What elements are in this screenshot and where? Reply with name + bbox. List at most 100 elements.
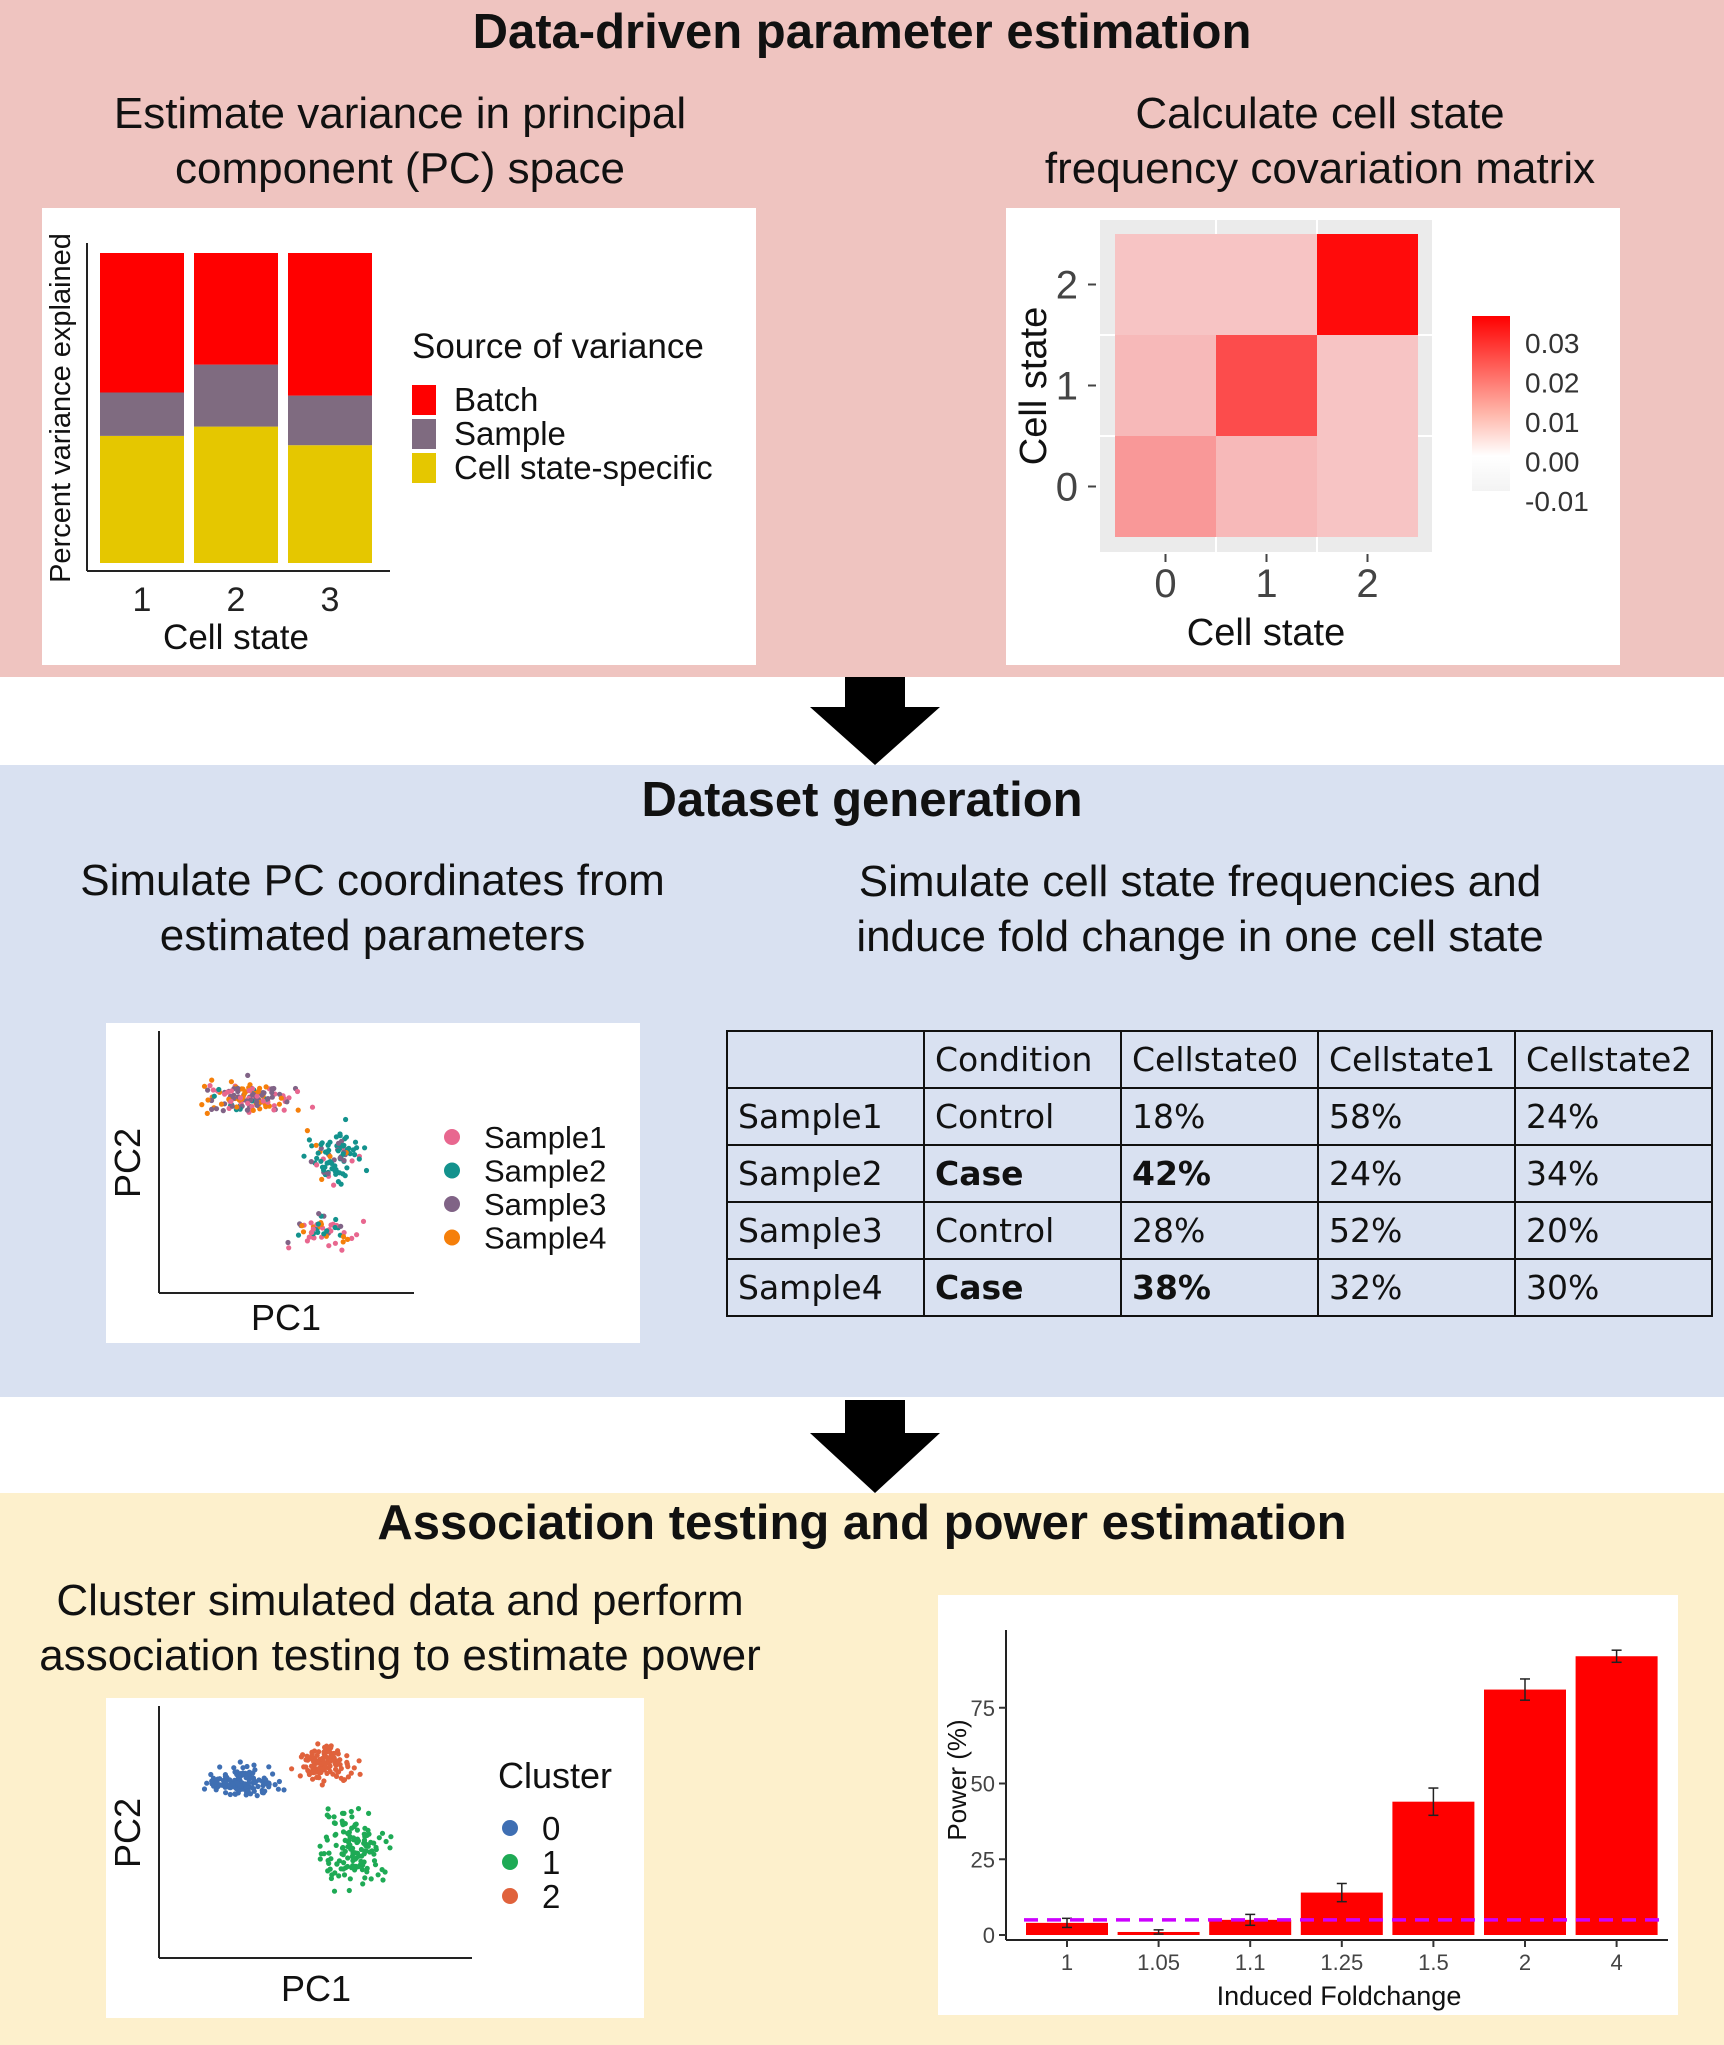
scatter-point: [354, 1827, 360, 1833]
scatter-point: [240, 1765, 246, 1771]
legend-marker: [444, 1162, 460, 1179]
scatter-point: [371, 1851, 377, 1857]
left-subtitle: Estimate variance in principal component…: [40, 86, 760, 196]
scatter-point: [245, 1788, 251, 1794]
power-bar: [1575, 1656, 1658, 1935]
x-axis-label: Induced Foldchange: [1217, 1981, 1462, 2011]
scatter-point: [333, 1842, 339, 1848]
scatter-point: [255, 1089, 261, 1095]
scatter-point: [326, 1850, 332, 1856]
scatter-point: [209, 1778, 215, 1784]
scatter-point: [260, 1790, 267, 1796]
table-header-row: Condition Cellstate0 Cellstate1 Cellstat…: [726, 1030, 1713, 1089]
scatter-point: [234, 1104, 240, 1110]
down-arrow-icon: [810, 1400, 940, 1493]
table-cell: 42%: [1120, 1144, 1319, 1203]
scatter-point: [228, 1088, 235, 1094]
scatter-point: [237, 1095, 244, 1101]
scatter-point: [235, 1085, 241, 1091]
table-cell: 30%: [1514, 1258, 1713, 1317]
scatter-point: [217, 1764, 223, 1770]
bar-segment-sample: [288, 395, 372, 446]
scatter-point: [205, 1087, 211, 1093]
scatter-point: [362, 1848, 368, 1854]
subtitle-line: Simulate PC coordinates from: [80, 856, 665, 905]
scatter-point: [260, 1098, 266, 1104]
scatter-point: [333, 1773, 340, 1779]
scatter-point: [301, 1764, 307, 1770]
scatter-point: [234, 1769, 240, 1775]
scatter-point: [327, 1153, 333, 1159]
scatter-point: [356, 1156, 362, 1162]
scatter-point: [215, 1776, 221, 1782]
colorbar-tick-label: -0.01: [1525, 486, 1589, 517]
scatter-point: [340, 1234, 347, 1240]
scatter-point: [380, 1877, 386, 1883]
scatter-point: [334, 1861, 340, 1867]
scatter-point: [355, 1864, 362, 1870]
scatter-point: [354, 1232, 360, 1238]
scatter-point: [375, 1872, 381, 1878]
x-tick-label: 2: [1519, 1950, 1531, 1975]
legend-label: Sample2: [484, 1154, 606, 1189]
legend-title: Source of variance: [412, 327, 704, 366]
scatter-point: [295, 1107, 301, 1113]
scatter-point: [210, 1087, 216, 1093]
scatter-point: [325, 1806, 331, 1812]
scatter-point: [284, 1099, 290, 1105]
scatter-point: [277, 1091, 283, 1097]
header-cell: Cellstate1: [1317, 1030, 1516, 1089]
scatter-point: [354, 1839, 361, 1845]
scatter-point: [246, 1776, 252, 1783]
table-cell: 58%: [1317, 1087, 1516, 1146]
scatter-point: [365, 1827, 371, 1833]
y-axis-label: Percent variance explained: [45, 233, 77, 583]
scatter-point: [316, 1211, 322, 1217]
scatter-point: [345, 1236, 351, 1242]
scatter-point: [338, 1223, 344, 1229]
scatter-point: [340, 1852, 346, 1858]
table-cell: 18%: [1120, 1087, 1319, 1146]
scatter-point: [229, 1103, 235, 1109]
scatter-point: [349, 1158, 355, 1164]
scatter-point: [325, 1171, 331, 1177]
table-row: Sample1 Control 18% 58% 24%: [726, 1087, 1713, 1146]
scatter-point: [317, 1856, 323, 1862]
scatter-point: [289, 1766, 295, 1772]
scatter-point: [211, 1783, 217, 1789]
table-cell: 34%: [1514, 1144, 1713, 1203]
scatter-point: [313, 1142, 319, 1148]
colorbar-tick-label: 0.03: [1525, 328, 1580, 359]
scatter-point: [327, 1768, 333, 1774]
scatter-point: [220, 1108, 226, 1114]
scatter-point: [354, 1850, 361, 1856]
scatter-point: [314, 1162, 320, 1168]
scatter-point: [300, 1229, 307, 1235]
heatmap-cell: [1115, 234, 1216, 335]
y-tick-label: 0: [1056, 466, 1078, 510]
scatter-point: [199, 1102, 205, 1108]
x-tick-label: 1: [1061, 1950, 1073, 1975]
subtitle-line: Cluster simulated data and perform: [56, 1576, 744, 1625]
scatter-point: [341, 1872, 348, 1878]
scatter-point: [329, 1160, 335, 1166]
scatter-point: [208, 1771, 214, 1778]
scatter-point: [255, 1783, 261, 1790]
y-tick-label: 0: [983, 1923, 995, 1948]
scatter-point: [315, 1221, 321, 1227]
table-cell: 52%: [1317, 1201, 1516, 1260]
scatter-point: [332, 1870, 338, 1876]
scatter-point: [340, 1829, 347, 1835]
bar-segment-cell-state-specific: [194, 426, 278, 563]
scatter-point: [344, 1753, 350, 1759]
scatter-point: [309, 1229, 315, 1235]
scatter-point: [228, 1098, 234, 1105]
scatter-point: [333, 1134, 339, 1140]
bar-segment-batch: [100, 253, 184, 393]
scatter-point: [331, 1888, 338, 1894]
scatter-point: [318, 1141, 324, 1147]
x-tick-label: 4: [1610, 1950, 1622, 1975]
scatter-point: [335, 1148, 341, 1154]
scatter-point: [324, 1837, 330, 1843]
scatter-point: [213, 1106, 220, 1112]
